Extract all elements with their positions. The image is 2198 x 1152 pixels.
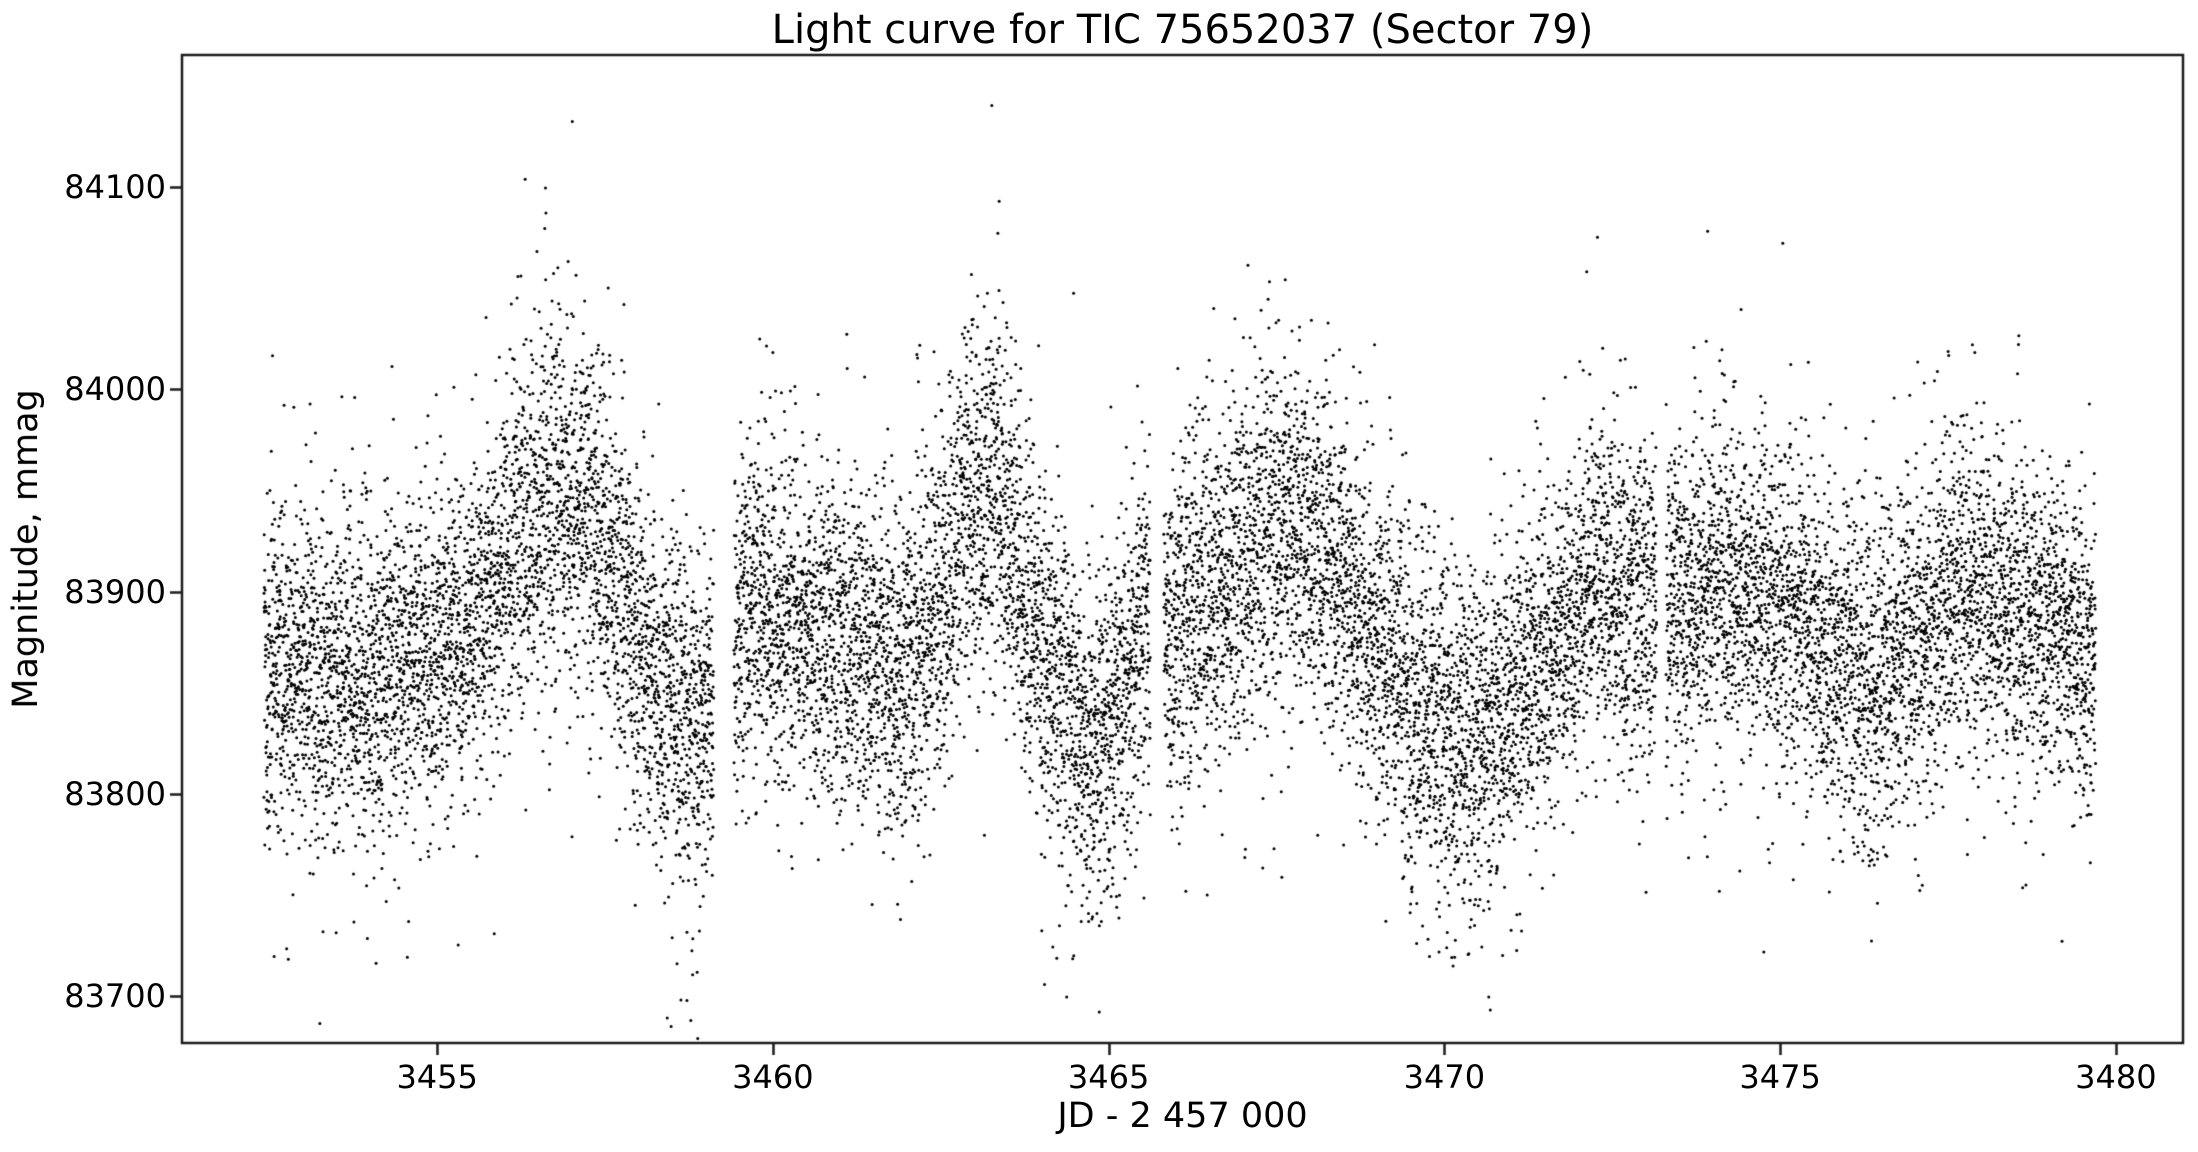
y-tick-label: 84000 <box>64 370 166 409</box>
chart-title: Light curve for TIC 75652037 (Sector 79) <box>771 7 1594 53</box>
x-axis-label: JD - 2 457 000 <box>1057 1096 1308 1136</box>
y-tick-label: 84100 <box>64 167 166 206</box>
x-tick-label: 3480 <box>2075 1058 2157 1096</box>
x-tick-label: 3475 <box>1739 1058 1821 1096</box>
x-tick-label: 3455 <box>396 1058 478 1096</box>
y-tick-label: 83800 <box>64 774 166 813</box>
x-tick-label: 3470 <box>1403 1058 1486 1096</box>
x-tick-label: 3465 <box>1067 1058 1150 1096</box>
y-axis-label: Magnitude, mmag <box>6 389 46 709</box>
y-tick-label: 83900 <box>64 572 166 611</box>
y-tick-label: 83700 <box>64 977 166 1016</box>
x-tick-label: 3460 <box>732 1058 814 1096</box>
